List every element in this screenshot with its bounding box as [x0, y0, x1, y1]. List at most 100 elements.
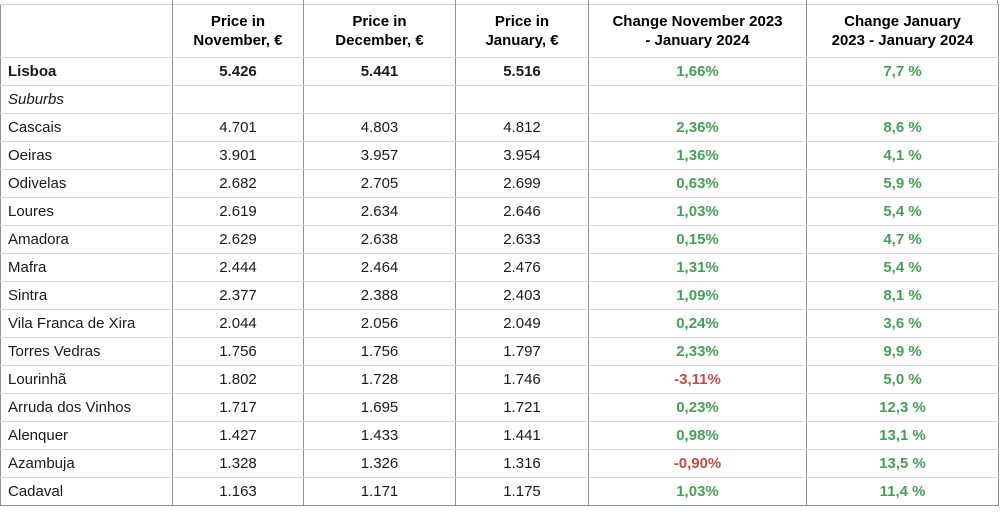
table-row: Amadora 2.629 2.638 2.633 0,15% 4,7 %: [0, 225, 999, 254]
change-nov-jan-cell: 0,24%: [588, 309, 807, 338]
price-january-cell: 3.954: [455, 141, 589, 170]
table-row: Cadaval 1.163 1.171 1.175 1,03% 11,4 %: [0, 477, 999, 506]
municipality-cell: Alenquer: [0, 421, 173, 450]
price-december-cell: 1.728: [303, 365, 456, 394]
price-november-cell: 2.629: [172, 225, 304, 254]
gridline-stub: [997, 0, 998, 5]
price-november-cell: 2.444: [172, 253, 304, 282]
change-nov-jan-cell: -3,11%: [588, 365, 807, 394]
change-yoy-cell: 4,7 %: [806, 225, 999, 254]
table-row: Cascais 4.701 4.803 4.812 2,36% 8,6 %: [0, 113, 999, 142]
change-yoy-cell: 7,7 %: [806, 57, 999, 86]
table-row: Arruda dos Vinhos 1.717 1.695 1.721 0,23…: [0, 393, 999, 422]
municipality-cell: Torres Vedras: [0, 337, 173, 366]
price-january-cell: 1.797: [455, 337, 589, 366]
price-december-cell: 2.056: [303, 309, 456, 338]
municipality-cell: Cadaval: [0, 477, 173, 506]
header-change-yoy: Change January 2023 - January 2024: [806, 4, 999, 58]
price-december-cell: [303, 85, 456, 114]
price-december-cell: 1.326: [303, 449, 456, 478]
header-change-nov-jan: Change November 2023 - January 2024: [588, 4, 807, 58]
municipality-cell: Loures: [0, 197, 173, 226]
change-yoy-cell: 9,9 %: [806, 337, 999, 366]
municipality-cell: Oeiras: [0, 141, 173, 170]
price-november-cell: 1.756: [172, 337, 304, 366]
change-nov-jan-cell: 1,66%: [588, 57, 807, 86]
price-january-cell: 1.721: [455, 393, 589, 422]
change-yoy-cell: 8,6 %: [806, 113, 999, 142]
price-january-cell: 4.812: [455, 113, 589, 142]
table-row: Vila Franca de Xira 2.044 2.056 2.049 0,…: [0, 309, 999, 338]
price-december-cell: 1.695: [303, 393, 456, 422]
price-january-cell: 2.403: [455, 281, 589, 310]
price-january-cell: 2.049: [455, 309, 589, 338]
gridline-stub: [588, 0, 589, 5]
table-body: Lisboa 5.426 5.441 5.516 1,66% 7,7 % Sub…: [0, 57, 999, 506]
table-row: Mafra 2.444 2.464 2.476 1,31% 5,4 %: [0, 253, 999, 282]
price-december-cell: 2.634: [303, 197, 456, 226]
header-price-december: Price in December, €: [303, 4, 456, 58]
price-november-cell: 2.377: [172, 281, 304, 310]
price-december-cell: 2.705: [303, 169, 456, 198]
change-yoy-cell: 5,9 %: [806, 169, 999, 198]
municipality-cell: Amadora: [0, 225, 173, 254]
price-january-cell: 2.476: [455, 253, 589, 282]
price-november-cell: 5.426: [172, 57, 304, 86]
price-december-cell: 1.756: [303, 337, 456, 366]
municipality-cell: Lisboa: [0, 57, 173, 86]
price-november-cell: 1.163: [172, 477, 304, 506]
change-nov-jan-cell: 1,09%: [588, 281, 807, 310]
price-november-cell: [172, 85, 304, 114]
change-nov-jan-cell: [588, 85, 807, 114]
price-january-cell: [455, 85, 589, 114]
price-december-cell: 2.638: [303, 225, 456, 254]
municipality-cell: Arruda dos Vinhos: [0, 393, 173, 422]
price-december-cell: 2.464: [303, 253, 456, 282]
change-nov-jan-cell: 2,36%: [588, 113, 807, 142]
price-january-cell: 1.316: [455, 449, 589, 478]
price-november-cell: 2.044: [172, 309, 304, 338]
change-yoy-cell: 11,4 %: [806, 477, 999, 506]
change-nov-jan-cell: 0,15%: [588, 225, 807, 254]
municipality-cell: Lourinhã: [0, 365, 173, 394]
header-price-january: Price in January, €: [455, 4, 589, 58]
price-january-cell: 2.699: [455, 169, 589, 198]
price-november-cell: 2.619: [172, 197, 304, 226]
price-november-cell: 1.802: [172, 365, 304, 394]
gridline-stub: [806, 0, 807, 5]
change-yoy-cell: 5,4 %: [806, 253, 999, 282]
gridline-stub: [172, 0, 173, 5]
price-january-cell: 1.746: [455, 365, 589, 394]
price-december-cell: 1.171: [303, 477, 456, 506]
table-header-row: Price in November, € Price in December, …: [0, 4, 999, 58]
change-yoy-cell: 13,1 %: [806, 421, 999, 450]
price-table: Price in November, € Price in December, …: [0, 4, 999, 506]
price-december-cell: 2.388: [303, 281, 456, 310]
change-nov-jan-cell: 1,03%: [588, 197, 807, 226]
table-row: Lisboa 5.426 5.441 5.516 1,66% 7,7 %: [0, 57, 999, 86]
price-january-cell: 5.516: [455, 57, 589, 86]
table-row: Alenquer 1.427 1.433 1.441 0,98% 13,1 %: [0, 421, 999, 450]
table-row: Azambuja 1.328 1.326 1.316 -0,90% 13,5 %: [0, 449, 999, 478]
change-yoy-cell: 5,4 %: [806, 197, 999, 226]
change-nov-jan-cell: 0,63%: [588, 169, 807, 198]
price-november-cell: 2.682: [172, 169, 304, 198]
price-january-cell: 2.633: [455, 225, 589, 254]
price-january-cell: 1.175: [455, 477, 589, 506]
price-november-cell: 1.328: [172, 449, 304, 478]
municipality-cell: Mafra: [0, 253, 173, 282]
price-november-cell: 4.701: [172, 113, 304, 142]
municipality-cell: Suburbs: [0, 85, 173, 114]
municipality-cell: Azambuja: [0, 449, 173, 478]
municipality-cell: Sintra: [0, 281, 173, 310]
price-december-cell: 3.957: [303, 141, 456, 170]
change-nov-jan-cell: 1,36%: [588, 141, 807, 170]
change-yoy-cell: 13,5 %: [806, 449, 999, 478]
change-yoy-cell: 8,1 %: [806, 281, 999, 310]
change-nov-jan-cell: 0,98%: [588, 421, 807, 450]
table-row: Sintra 2.377 2.388 2.403 1,09% 8,1 %: [0, 281, 999, 310]
change-yoy-cell: 12,3 %: [806, 393, 999, 422]
change-yoy-cell: 5,0 %: [806, 365, 999, 394]
table-row: Odivelas 2.682 2.705 2.699 0,63% 5,9 %: [0, 169, 999, 198]
